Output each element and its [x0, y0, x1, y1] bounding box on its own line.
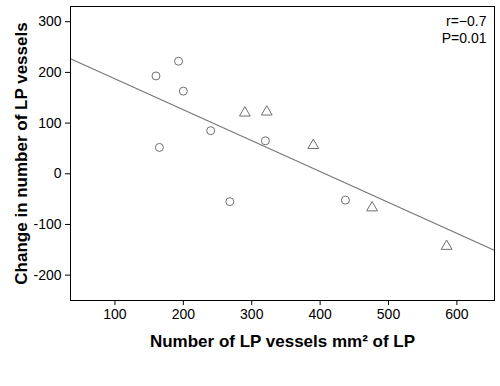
svg-text:100: 100	[103, 306, 127, 322]
svg-text:Number of LP vessels mm² of LP: Number of LP vessels mm² of LP	[150, 332, 415, 351]
svg-text:500: 500	[377, 306, 401, 322]
svg-text:300: 300	[240, 306, 264, 322]
svg-text:Change in number of LP vessels: Change in number of LP vessels	[12, 22, 31, 284]
svg-text:300: 300	[38, 13, 62, 29]
svg-text:-200: -200	[33, 267, 61, 283]
svg-text:0: 0	[54, 165, 62, 181]
svg-text:600: 600	[445, 306, 469, 322]
svg-text:-100: -100	[33, 216, 61, 232]
svg-text:200: 200	[172, 306, 196, 322]
svg-text:400: 400	[308, 306, 332, 322]
svg-text:r=−0.7P=0.01: r=−0.7P=0.01	[442, 13, 487, 46]
svg-text:100: 100	[38, 115, 62, 131]
svg-text:200: 200	[38, 64, 62, 80]
